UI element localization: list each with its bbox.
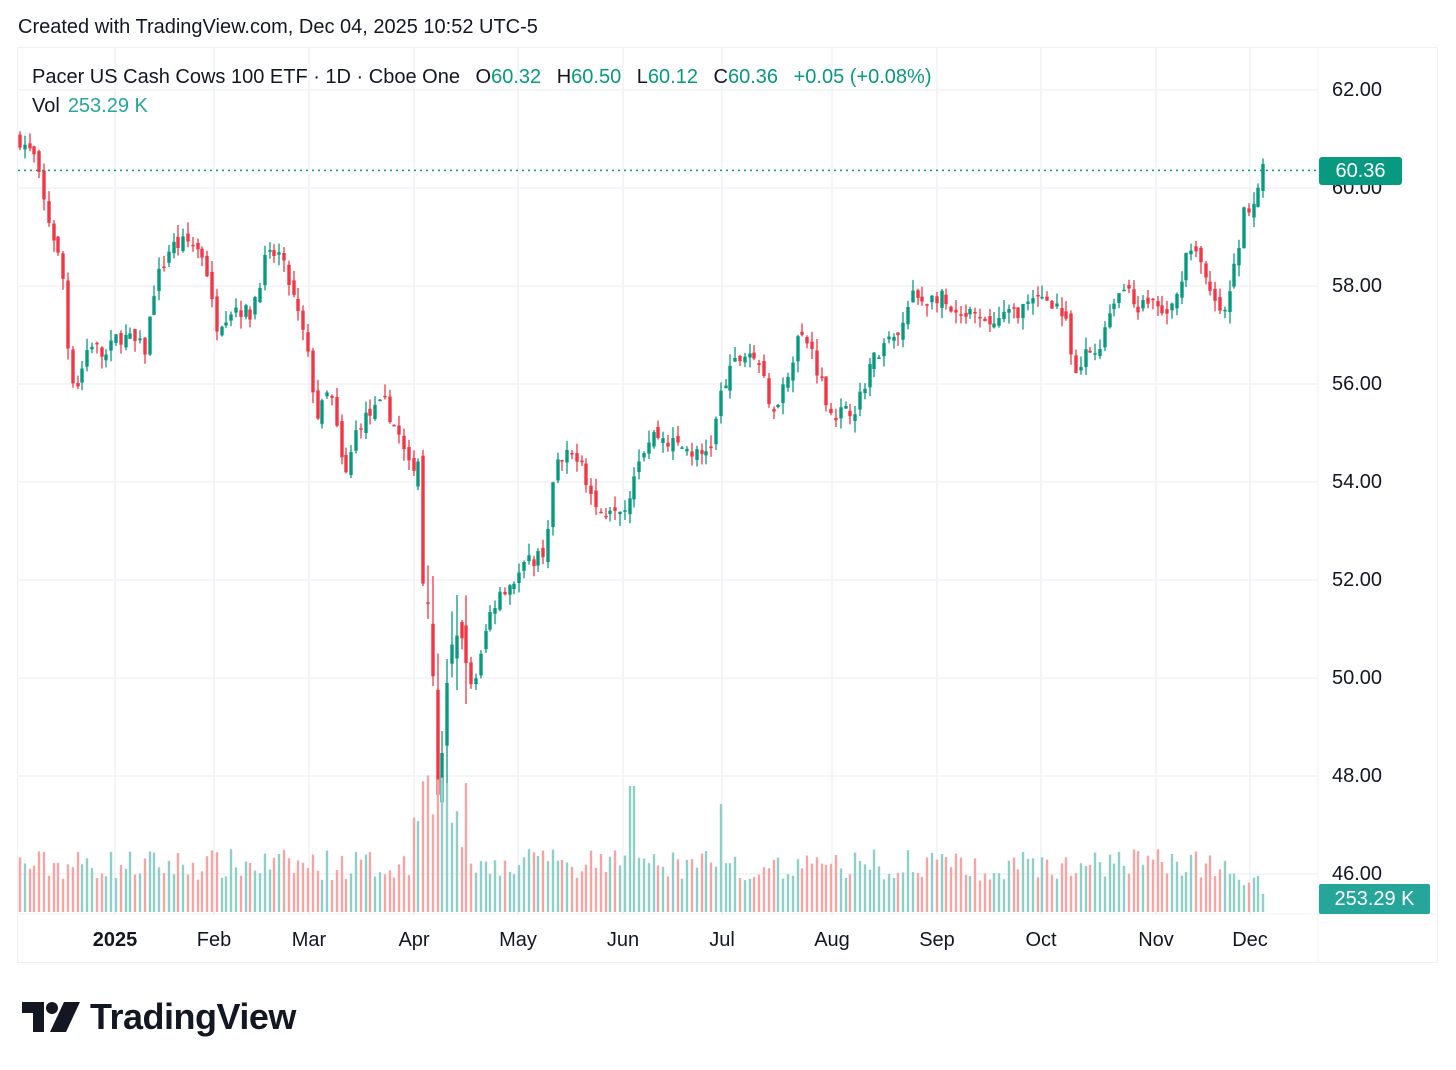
time-tick: Jun xyxy=(606,929,640,951)
price-tick: 50.00 xyxy=(1332,667,1383,689)
open-value: 60.32 xyxy=(491,66,542,88)
price-tick: 48.00 xyxy=(1332,765,1383,787)
grid-lines xyxy=(17,48,1438,962)
time-tick: Nov xyxy=(1138,929,1174,951)
price-tick: 62.00 xyxy=(1332,79,1383,101)
symbol-title[interactable]: Pacer US Cash Cows 100 ETF · 1D · Cboe O… xyxy=(32,66,460,88)
last-price-tag: 60.36 xyxy=(1319,157,1402,185)
price-tick: 46.00 xyxy=(1332,863,1383,885)
time-tick: Jul xyxy=(709,929,735,951)
time-tick: Apr xyxy=(398,929,430,951)
last-volume-tag: 253.29 K xyxy=(1319,884,1430,914)
ohlc-legend: Pacer US Cash Cows 100 ETF · 1D · Cboe O… xyxy=(32,63,931,91)
volume-legend: Vol 253.29 K xyxy=(32,92,148,120)
created-with-caption: Created with TradingView.com, Dec 04, 20… xyxy=(18,16,538,38)
time-tick: Sep xyxy=(919,929,955,951)
price-tick: 56.00 xyxy=(1332,373,1383,395)
time-tick: Oct xyxy=(1025,929,1057,951)
price-tick: 52.00 xyxy=(1332,569,1383,591)
time-tick: Feb xyxy=(196,929,232,951)
open-label: O xyxy=(475,66,492,88)
time-tick: May xyxy=(499,929,537,951)
tradingview-logo-icon xyxy=(22,1002,80,1032)
tradingview-logo[interactable]: TradingView xyxy=(22,996,296,1038)
time-tick: Aug xyxy=(814,929,850,951)
time-tick: Dec xyxy=(1232,929,1268,951)
price-tick: 54.00 xyxy=(1332,471,1383,493)
candles xyxy=(18,131,1265,831)
high-value: 60.50 xyxy=(571,66,622,88)
low-value: 60.12 xyxy=(647,66,698,88)
chart-frame[interactable] xyxy=(17,47,1438,963)
time-tick: Mar xyxy=(291,929,327,951)
change-value: +0.05 (+0.08%) xyxy=(793,66,932,88)
time-tick: 2025 xyxy=(92,929,138,951)
price-tick: 58.00 xyxy=(1332,275,1383,297)
volume-bars xyxy=(18,775,1265,912)
tradingview-logo-text: TradingView xyxy=(90,996,296,1037)
close-label: C xyxy=(713,66,728,88)
high-label: H xyxy=(556,66,572,88)
low-label: L xyxy=(636,66,648,88)
volume-label[interactable]: Vol xyxy=(32,95,60,117)
close-value: 60.36 xyxy=(727,66,779,88)
volume-value: 253.29 K xyxy=(67,95,148,117)
